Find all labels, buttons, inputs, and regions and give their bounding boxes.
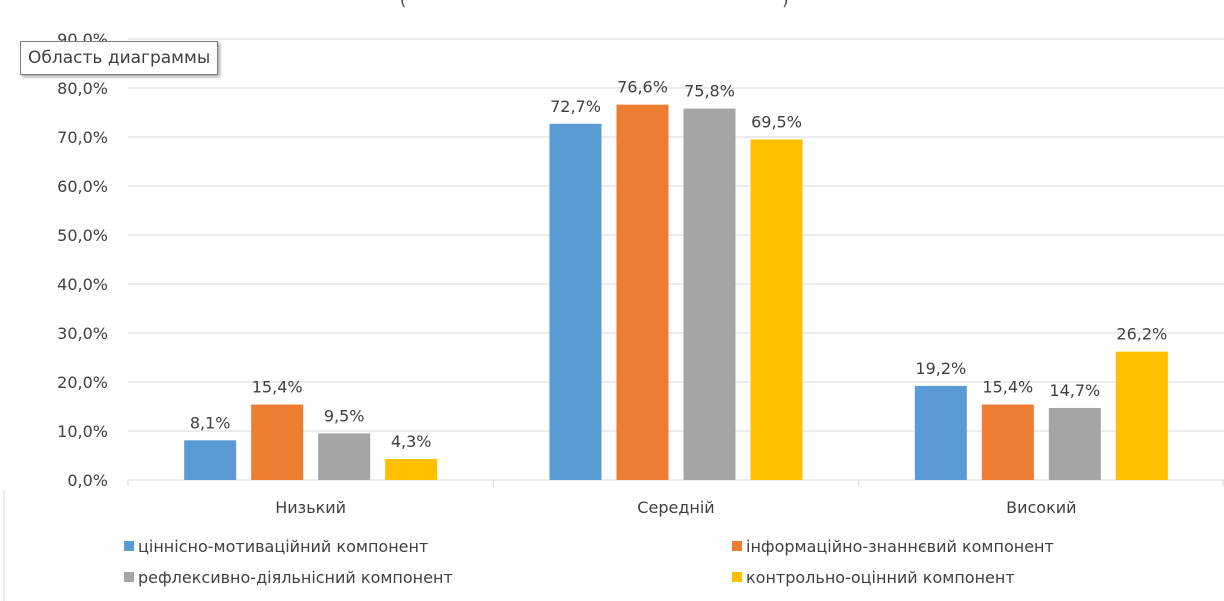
bar	[184, 440, 237, 480]
title-fragment-right: )	[782, 0, 788, 9]
bars	[184, 104, 1168, 481]
data-label: 69,5%	[751, 112, 802, 131]
x-category-label: Високий	[1006, 498, 1076, 517]
legend-swatch	[732, 572, 742, 582]
bar	[318, 433, 371, 480]
legend: ціннісно-мотиваційний компонент інформаці…	[124, 537, 1054, 587]
legend-label: інформаційно-знаннєвий компонент	[746, 537, 1054, 556]
chart-area-tooltip: Область диаграммы	[20, 41, 219, 75]
axes: 0,0% 10,0% 20,0% 30,0% 40,0% 50,0% 60,0% 70,0% 8…	[3, 30, 1224, 601]
bar	[549, 123, 602, 481]
y-tick-label: 10,0%	[57, 422, 108, 441]
x-category-label: Низький	[275, 498, 346, 517]
data-label: 75,8%	[684, 82, 735, 101]
legend-swatch	[124, 541, 134, 551]
legend-swatch	[124, 572, 134, 582]
data-label: 15,4%	[982, 378, 1033, 397]
gridlines	[128, 38, 1224, 432]
data-label: 19,2%	[915, 359, 966, 378]
y-tick-label: 50,0%	[57, 226, 108, 245]
bar	[750, 139, 803, 480]
data-label: 15,4%	[252, 378, 303, 397]
bar	[251, 404, 304, 480]
bar	[385, 458, 438, 480]
y-tick-label: 20,0%	[57, 373, 108, 392]
bar	[981, 404, 1034, 480]
y-tick-label: 70,0%	[57, 128, 108, 147]
y-tick-label: 30,0%	[57, 324, 108, 343]
data-label: 72,7%	[550, 97, 601, 116]
bar	[914, 385, 967, 480]
x-category-label: Середній	[637, 498, 714, 517]
data-label: 26,2%	[1116, 325, 1167, 344]
data-label: 9,5%	[324, 406, 365, 425]
legend-label: ціннісно-мотиваційний компонент	[138, 537, 428, 556]
bar	[1115, 351, 1168, 480]
data-label: 14,7%	[1049, 381, 1100, 400]
y-tick-label: 80,0%	[57, 79, 108, 98]
bar	[683, 108, 736, 480]
bar	[1048, 407, 1101, 480]
legend-label: рефлексивно-діяльнісний компонент	[138, 568, 453, 587]
data-label: 76,6%	[617, 78, 668, 97]
y-tick-label: 60,0%	[57, 177, 108, 196]
data-labels: 8,1% 15,4% 9,5% 4,3% 72,7% 76,6% 75,8% 69,5% 19,…	[190, 78, 1167, 451]
data-label: 8,1%	[190, 413, 231, 432]
y-tick-label: 40,0%	[57, 275, 108, 294]
title-fragment-left: (	[400, 0, 406, 9]
legend-swatch	[732, 541, 742, 551]
data-label: 4,3%	[391, 432, 432, 451]
legend-label: контрольно-оцінний компонент	[746, 568, 1015, 587]
bar	[616, 104, 669, 480]
y-tick-label: 0,0%	[67, 471, 108, 490]
chart-title-fragment: ()	[400, 0, 789, 12]
